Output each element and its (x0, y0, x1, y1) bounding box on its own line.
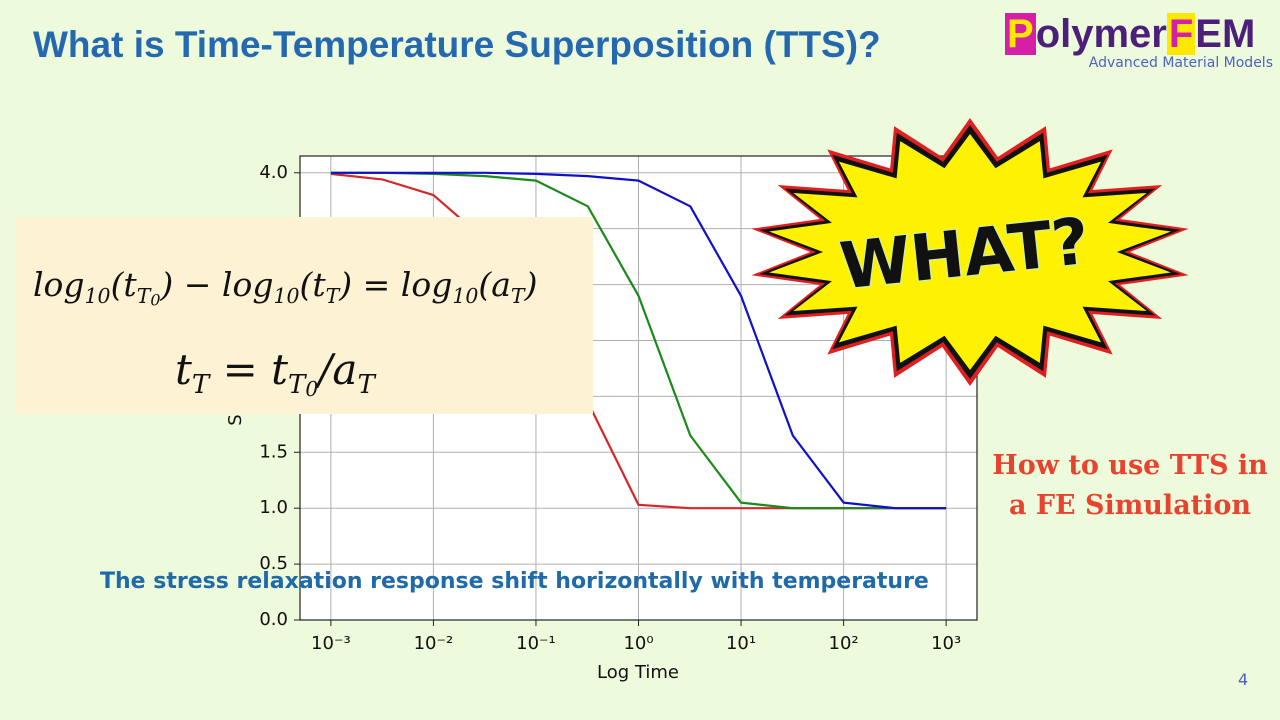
page-number: 4 (1238, 670, 1249, 689)
eq-text: (t (299, 265, 326, 304)
eq-text: ) (524, 265, 538, 304)
y-tick-label: 0.0 (259, 609, 288, 630)
x-tick-label: 10¹ (726, 633, 756, 654)
equation: log10(tT0) − log10(tT) = log10(aT) (33, 265, 537, 310)
x-axis-label: Log Time (597, 662, 679, 683)
eq-text: log (33, 265, 85, 304)
burst-fill (769, 134, 1171, 370)
x-tick-label: 10⁻² (414, 633, 454, 654)
x-tick-label: 10⁻³ (311, 633, 351, 654)
logo-tagline: Advanced Material Models (1088, 55, 1273, 71)
logo-f: F (1166, 12, 1196, 56)
series-line (330, 171, 947, 510)
eq-sub: T (136, 284, 151, 309)
x-tick-label: 10⁻¹ (516, 633, 556, 654)
y-tick-label: 4.0 (259, 162, 288, 183)
y-tick-label: 1.5 (259, 441, 288, 462)
eq-subsub: 0 (150, 290, 161, 310)
eq-sub: T (288, 370, 306, 401)
eq-text: ) = log (339, 265, 453, 304)
eq-text: ) − log (160, 265, 274, 304)
logo-em: EM (1195, 12, 1256, 56)
y-axis-label: S (225, 414, 246, 425)
logo-olymer: olymer (1035, 12, 1167, 56)
eq-text: t (175, 345, 192, 394)
eq-text: (t (110, 265, 137, 304)
side-note: How to use TTS in (992, 450, 1268, 481)
eq-sub: 10 (84, 284, 111, 309)
burst (751, 118, 1189, 386)
slide-title: What is Time-Temperature Superposition (… (33, 24, 881, 65)
eq-text: /a (318, 345, 358, 394)
logo: PolymerFEM Advanced Material Models (1005, 12, 1273, 82)
x-tick-label: 10² (829, 633, 859, 654)
eq-sub: T (191, 370, 210, 401)
equation-box: log10(tT0) − log10(tT) = log10(aT) tT = … (15, 217, 593, 414)
x-tick-label: 10⁰ (623, 633, 653, 654)
y-tick-label: 1.0 (259, 497, 288, 518)
lines (330, 171, 947, 510)
eq-text: = t (209, 345, 289, 394)
eq-text: (a (478, 265, 511, 304)
side-note: a FE Simulation (1008, 490, 1252, 521)
caption: The stress relaxation response shift hor… (100, 569, 929, 594)
y-tick-label: 0.5 (259, 553, 288, 574)
eq-sub: 10 (273, 284, 300, 309)
eq-sub: T (510, 284, 525, 309)
eq-sub: T (325, 284, 340, 309)
eq-subsub: 0 (305, 377, 319, 402)
eq-sub: T (357, 370, 375, 401)
eq-sub: 10 (452, 284, 479, 309)
logo-p: P (1005, 12, 1036, 56)
equation: tT = tT0/aT (175, 345, 375, 401)
x-tick-label: 10³ (931, 633, 961, 654)
